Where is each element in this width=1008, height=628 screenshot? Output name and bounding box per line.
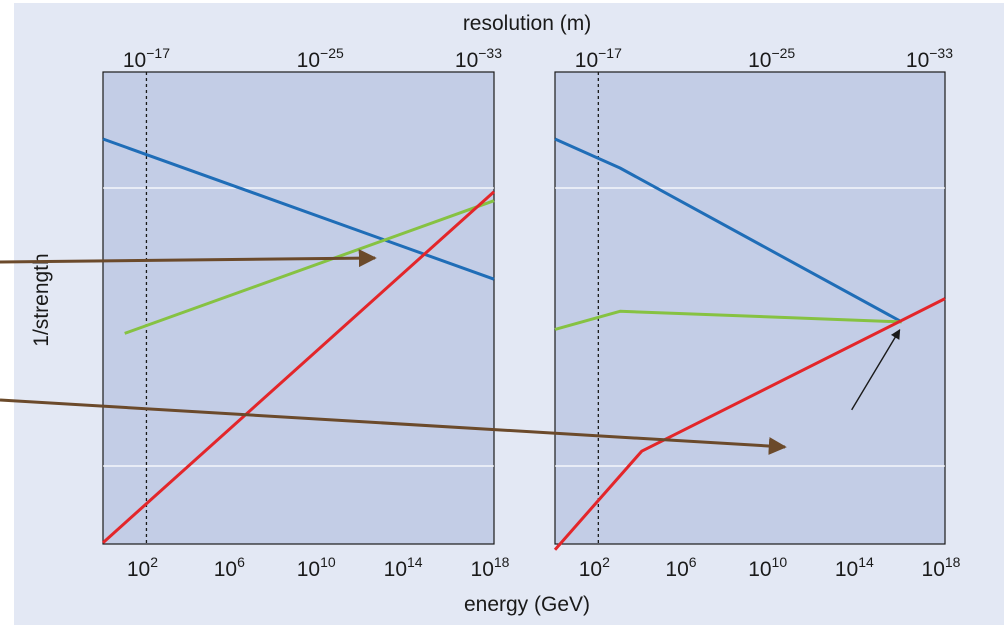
y-axis-title: 1/strength <box>30 253 53 346</box>
panel-1: 102 106 1010 1014 1018 10−17 10−25 10−33 <box>101 45 510 581</box>
electromagnetic-force-line <box>102 137 495 281</box>
top-tick-label: 10−17 <box>123 45 170 72</box>
weak-force-line <box>554 309 902 331</box>
plot-area <box>554 71 946 545</box>
x-tick-label: 102 <box>127 554 158 581</box>
top-axis-title: resolution (m) <box>463 12 591 35</box>
top-tick-label: 10−33 <box>455 45 502 72</box>
plot-area <box>102 71 495 545</box>
x-tick-label: 1010 <box>297 554 336 581</box>
top-tick-label: 10−17 <box>575 45 622 72</box>
x-tick-label: 106 <box>214 554 245 581</box>
annotation-arrows <box>0 249 787 456</box>
top-tick-label: 10−25 <box>297 45 344 72</box>
x-tick-label: 1010 <box>748 554 787 581</box>
strong-force-line <box>101 190 496 544</box>
unification-pointer-arrow <box>0 398 787 456</box>
top-tick-label: 10−33 <box>906 45 953 72</box>
x-tick-label: 102 <box>579 554 610 581</box>
top-tick-label: 10−25 <box>748 45 795 72</box>
x-tick-label: 106 <box>665 554 696 581</box>
bottom-axis-title: energy (GeV) <box>464 593 590 616</box>
electromagnetic-force-line <box>554 137 903 324</box>
x-tick-label: 1014 <box>384 554 423 581</box>
weak-force-line <box>124 199 495 335</box>
strong-force-line <box>553 297 946 551</box>
unification-arrow <box>851 329 901 411</box>
x-tick-label: 1014 <box>835 554 874 581</box>
x-tick-label: 1018 <box>471 554 510 581</box>
x-tick-label: 1018 <box>922 554 961 581</box>
crossing-pointer-arrow <box>0 249 377 268</box>
panel-2: 102 106 1010 1014 1018 10−17 10−25 10−33 <box>553 45 961 581</box>
